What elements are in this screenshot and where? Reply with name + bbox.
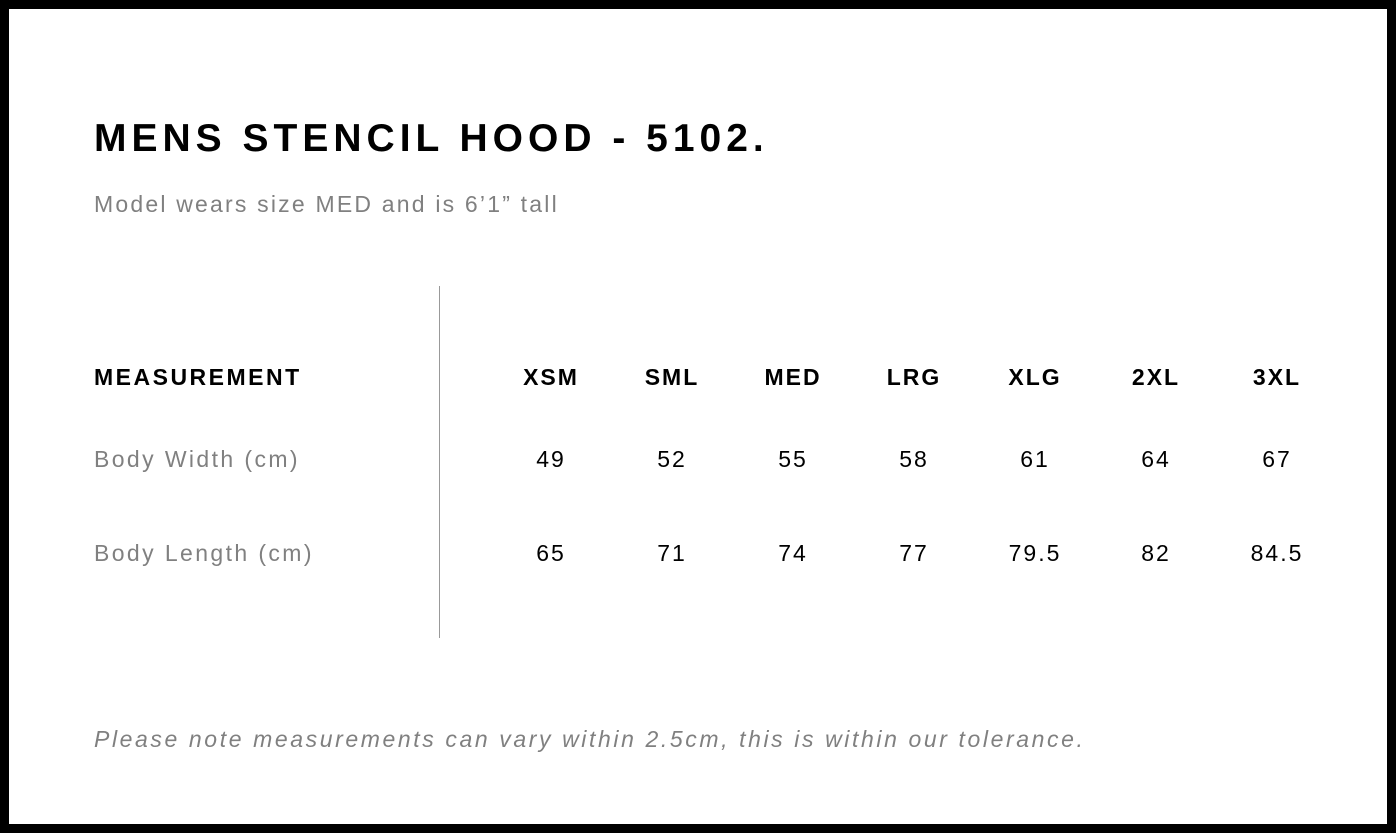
- size-header-2xl: 2XL: [1131, 364, 1181, 390]
- row-label: Body Width (cm): [94, 446, 300, 472]
- tolerance-note: Please note measurements can vary within…: [94, 726, 1086, 752]
- table-cell: 55: [778, 446, 808, 472]
- size-header-3xl: 3XL: [1252, 364, 1302, 390]
- table-cell: 71: [657, 540, 687, 566]
- table-cell: 79.5: [1008, 540, 1062, 566]
- row-label: Body Length (cm): [94, 540, 314, 566]
- subtitle: Model wears size MED and is 6’1” tall: [94, 191, 559, 217]
- measurement-header: MEASUREMENT: [94, 364, 302, 390]
- table-cell: 64: [1141, 446, 1171, 472]
- size-header-med: MED: [764, 364, 822, 390]
- table-cell: 58: [899, 446, 929, 472]
- size-header-lrg: LRG: [886, 364, 942, 390]
- table-cell: 77: [899, 540, 929, 566]
- table-cell: 84.5: [1250, 540, 1304, 566]
- column-divider: [439, 286, 440, 638]
- table-cell: 74: [778, 540, 808, 566]
- table-cell: 52: [657, 446, 687, 472]
- size-header-xsm: XSM: [523, 364, 579, 390]
- table-cell: 67: [1262, 446, 1292, 472]
- table-cell: 49: [536, 446, 566, 472]
- size-header-sml: SML: [644, 364, 700, 390]
- table-cell: 82: [1141, 540, 1171, 566]
- table-cell: 65: [536, 540, 566, 566]
- size-header-xlg: XLG: [1008, 364, 1062, 390]
- table-cell: 61: [1020, 446, 1050, 472]
- page-title: MENS STENCIL HOOD - 5102.: [94, 117, 769, 160]
- size-chart-card: MENS STENCIL HOOD - 5102. Model wears si…: [9, 9, 1387, 824]
